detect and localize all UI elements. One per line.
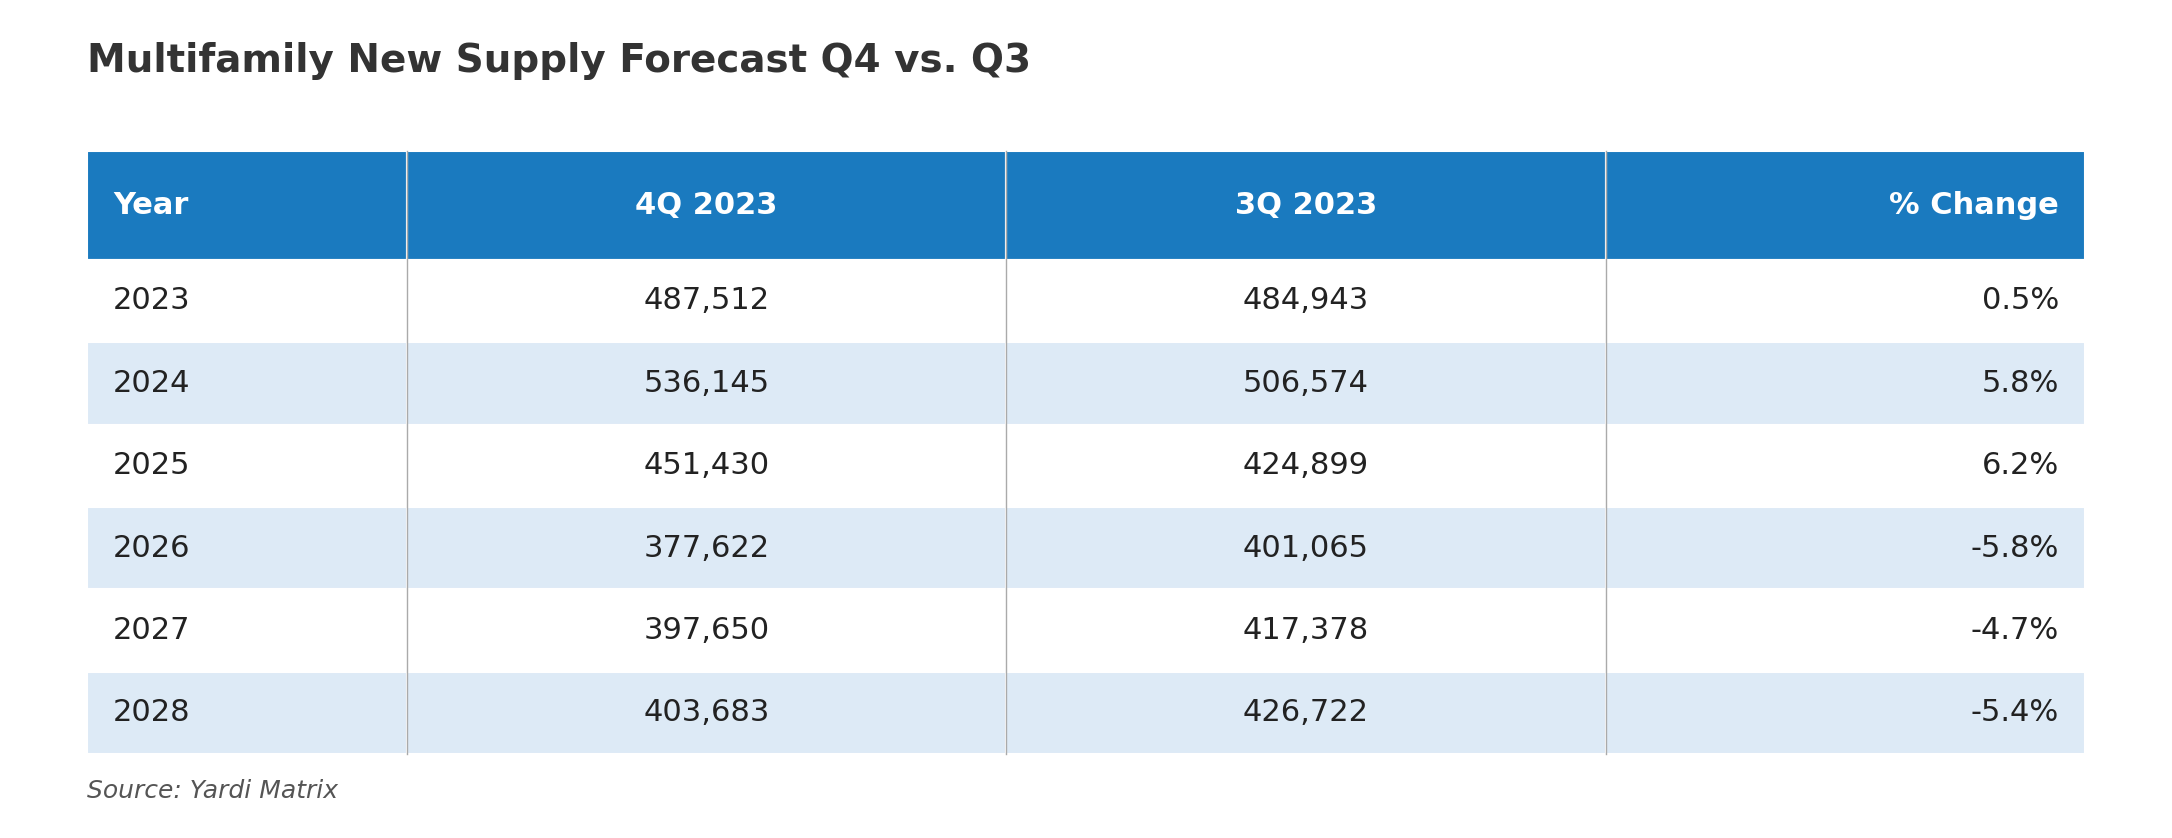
Text: 5.8%: 5.8% <box>1981 369 2059 398</box>
Text: 2027: 2027 <box>113 616 191 645</box>
Text: -5.4%: -5.4% <box>1970 699 2059 727</box>
Text: 2023: 2023 <box>113 287 191 315</box>
Text: 424,899: 424,899 <box>1242 452 1368 480</box>
Text: 451,430: 451,430 <box>643 452 769 480</box>
Text: % Change: % Change <box>1890 191 2059 220</box>
Text: 417,378: 417,378 <box>1242 616 1368 645</box>
Text: 487,512: 487,512 <box>643 287 769 315</box>
Text: 6.2%: 6.2% <box>1981 452 2059 480</box>
Text: 4Q 2023: 4Q 2023 <box>634 191 778 220</box>
Text: 0.5%: 0.5% <box>1981 287 2059 315</box>
Text: Source: Yardi Matrix: Source: Yardi Matrix <box>87 779 339 804</box>
Text: 2024: 2024 <box>113 369 191 398</box>
Text: Year: Year <box>113 191 189 220</box>
Text: 2025: 2025 <box>113 452 191 480</box>
Text: 397,650: 397,650 <box>643 616 769 645</box>
Text: 2028: 2028 <box>113 699 191 727</box>
Text: 3Q 2023: 3Q 2023 <box>1234 191 1377 220</box>
Text: 426,722: 426,722 <box>1242 699 1368 727</box>
Text: 506,574: 506,574 <box>1242 369 1368 398</box>
Text: Multifamily New Supply Forecast Q4 vs. Q3: Multifamily New Supply Forecast Q4 vs. Q… <box>87 42 1032 80</box>
Text: 536,145: 536,145 <box>643 369 769 398</box>
Text: 403,683: 403,683 <box>643 699 769 727</box>
Text: 401,065: 401,065 <box>1242 534 1368 562</box>
Text: 377,622: 377,622 <box>643 534 769 562</box>
Text: 484,943: 484,943 <box>1242 287 1368 315</box>
Text: 2026: 2026 <box>113 534 191 562</box>
Text: -4.7%: -4.7% <box>1970 616 2059 645</box>
Text: -5.8%: -5.8% <box>1970 534 2059 562</box>
